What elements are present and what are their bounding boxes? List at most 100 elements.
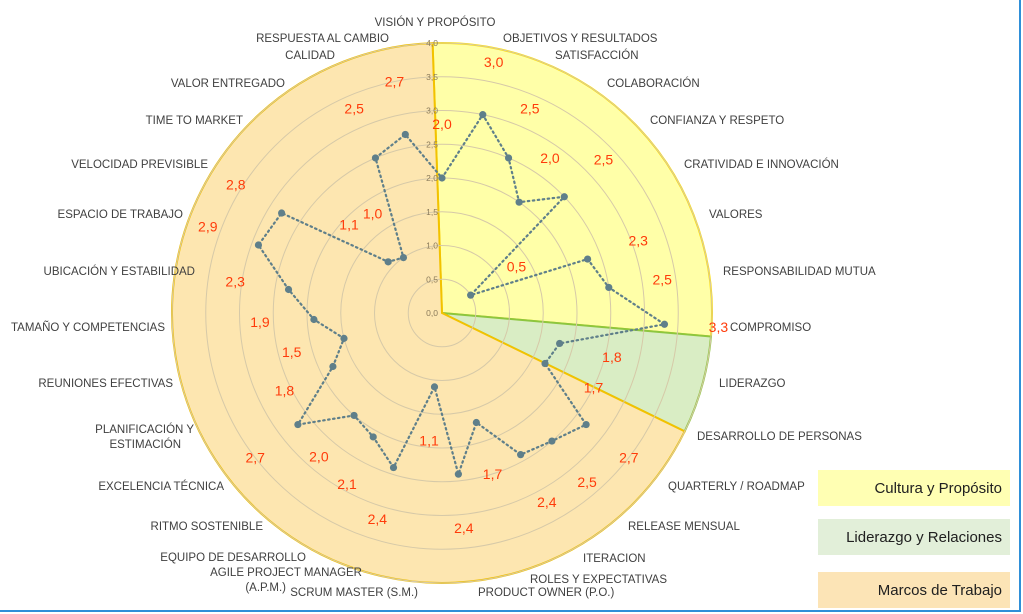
data-point-8 [605,283,613,292]
axis-tick-label: 3,5 [426,72,438,82]
category-label: SCRUM MASTER (S.M.) [290,587,418,599]
category-label: VISIÓN Y PROPÓSITO [375,16,496,29]
gridline-circle [272,143,612,483]
data-label: 2,5 [520,100,540,116]
data-label: 2,5 [577,474,597,490]
data-label: 3,3 [709,319,729,335]
data-label: 2,5 [344,100,364,116]
axis-tick-label: 1,5 [426,207,438,217]
category-label: VALOR ENTREGADO [171,78,285,90]
data-label: 1,1 [339,217,359,233]
legend-marcos-de-trabajo: Marcos de Trabajo [818,572,1010,608]
data-label: 2,5 [594,152,614,168]
category-label: VELOCIDAD PREVISIBLE [71,159,208,171]
gridline-circle [205,76,679,550]
gridline-circle [239,110,645,516]
data-label: 1,1 [419,433,439,449]
data-label: 2,4 [368,511,388,527]
data-point-23 [340,334,348,342]
category-label: COLABORACIÓN [607,77,700,90]
data-point-22 [329,362,337,371]
data-point-28 [384,258,392,266]
category-label: CRATIVIDAD E INNOVACIÓN [684,158,839,171]
data-point-14 [517,451,525,459]
data-label: 1,8 [275,382,295,398]
data-label: 2,9 [198,218,218,234]
data-label: 2,7 [385,74,405,90]
data-label: 2,8 [226,176,246,192]
data-label: 2,4 [537,494,557,510]
category-label: TAMAÑO Y COMPETENCIAS [11,321,165,334]
data-point-13 [548,437,556,445]
data-point-19 [369,433,377,441]
data-point-9 [660,320,669,328]
data-point-1 [438,174,446,182]
data-label: 3,0 [484,54,504,70]
axis-tick-label: 4,0 [426,38,438,48]
data-label: 2,0 [540,150,560,166]
legend-cultura-y-proposito: Cultura y Propósito [818,470,1010,506]
axis-tick-label: 0,5 [426,274,438,284]
data-point-24 [310,315,318,324]
axis-tick-label: 2,5 [426,139,438,149]
data-label: 2,3 [628,232,648,248]
data-point-17 [430,383,439,391]
legend-liderazgo-y-relaciones: Liderazgo y Relaciones [818,519,1010,555]
category-label: RELEASE MENSUAL [628,521,740,533]
data-point-10 [556,339,564,348]
data-point-20 [350,411,358,420]
category-label: PRODUCT OWNER (P.O.) [478,587,614,599]
data-label: 2,5 [652,271,672,287]
data-point-29 [399,253,408,262]
data-label: 1,7 [584,379,604,395]
category-label: COMPROMISO [730,322,811,334]
gridline-circle [407,278,477,348]
data-label: 1,7 [483,466,503,482]
data-label: 1,9 [250,314,270,330]
category-label: EQUIPO DE DESARROLLO [160,552,306,564]
category-label: UBICACIÓN Y ESTABILIDAD [44,265,195,278]
data-point-31 [401,130,409,139]
data-point-25 [284,285,293,294]
axis-tick-label: 0,0 [426,308,438,318]
data-point-27 [278,209,286,217]
data-point-12 [582,420,590,429]
data-label: 2,0 [309,448,329,464]
category-label: QUARTERLY / ROADMAP [668,481,805,493]
gridline-circle [171,42,713,584]
data-label: 1,8 [602,349,622,365]
data-label: 2,4 [454,520,474,536]
data-point-11 [541,359,549,368]
category-label: LIDERAZGO [719,378,786,390]
data-point-26 [254,241,263,249]
category-label: OBJETIVOS Y RESULTADOS [503,33,658,45]
category-label: SATISFACCIÓN [555,49,639,62]
category-label: PLANIFICACIÓN Y ESTIMACIÓN [95,423,194,451]
category-label: TIME TO MARKET [146,115,243,127]
data-point-30 [371,154,380,162]
category-label: RITMO SOSTENIBLE [151,521,264,533]
data-point-2 [479,111,487,119]
category-label: RESPUESTA AL CAMBIO [256,33,389,45]
category-label: ESPACIO DE TRABAJO [58,209,184,221]
category-label: ROLES Y EXPECTATIVAS [530,574,667,586]
data-point-16 [454,470,462,478]
data-point-7 [583,255,592,263]
data-label: 1,5 [282,344,302,360]
data-point-4 [515,198,523,206]
data-label: 2,1 [337,476,357,492]
axis-tick-label: 2,0 [426,173,438,183]
axis-tick-label: 1,0 [426,241,438,251]
data-point-5 [560,193,568,201]
data-label: 0,5 [507,259,527,275]
axis-tick-label: 3,0 [426,106,438,116]
data-label: 1,0 [363,205,383,221]
data-label: 2,7 [619,450,639,466]
category-label: REUNIONES EFECTIVAS [38,378,173,390]
data-point-3 [504,154,513,162]
data-point-6 [467,291,475,299]
category-label: ITERACION [583,553,646,565]
category-label: EXCELENCIA TÉCNICA [98,480,224,493]
